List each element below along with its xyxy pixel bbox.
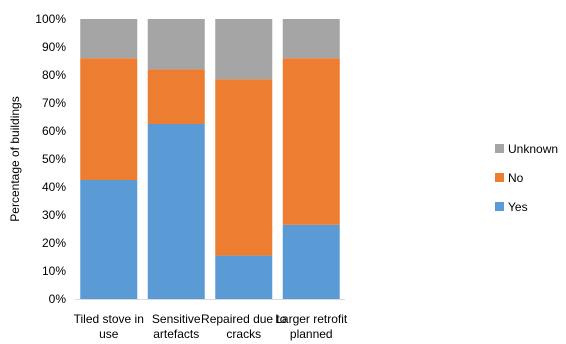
y-tick-label: 10% — [42, 264, 66, 278]
y-tick-label: 30% — [42, 208, 66, 222]
legend-swatch — [495, 173, 504, 182]
x-tick-label: Tiled stove in use — [74, 312, 144, 341]
bar-segment-no — [215, 79, 273, 256]
y-tick-label: 70% — [42, 96, 66, 110]
bar-segment-yes — [80, 180, 138, 299]
bar-segment-no — [80, 58, 138, 181]
legend-label: No — [508, 171, 524, 185]
legend: Unknown No Yes — [495, 142, 558, 214]
legend-item-no: No — [495, 171, 524, 185]
y-tick-label: 20% — [42, 236, 66, 250]
y-tick-label: 80% — [42, 68, 66, 82]
y-tick-label: 50% — [42, 152, 66, 166]
y-tick-label: 100% — [35, 12, 66, 26]
x-tick-label: Sensitive artefacts — [152, 312, 201, 341]
x-axis-labels: Tiled stove in use Sensitive artefactsRepai… — [74, 312, 348, 341]
bar-segment-no — [147, 69, 205, 124]
y-tick-label: 90% — [42, 40, 66, 54]
y-tick-label: 0% — [49, 292, 67, 306]
x-tick-label: Larger retrofit planned — [275, 312, 348, 341]
y-axis-label: Percentage of buildings — [8, 96, 22, 221]
legend-swatch — [495, 144, 504, 153]
bar-segment-unknown — [147, 19, 205, 70]
bar-segment-unknown — [80, 19, 138, 59]
bars — [80, 19, 340, 299]
bar-segment-unknown — [215, 19, 273, 80]
y-tick-label: 60% — [42, 124, 66, 138]
y-axis-ticks: 0% 10% 20% 30% 40% 50% 60% 70% 80% 90% 100% — [35, 12, 66, 306]
bar-segment-yes — [147, 124, 205, 299]
x-tick-label: Repaired due to cracks — [201, 312, 287, 341]
legend-item-yes: Yes — [495, 200, 528, 214]
bar-segment-unknown — [282, 19, 340, 59]
bar-segment-no — [282, 58, 340, 225]
y-tick-label: 40% — [42, 180, 66, 194]
legend-swatch — [495, 202, 504, 211]
bar-segment-yes — [215, 255, 273, 299]
legend-item-unknown: Unknown — [495, 142, 558, 156]
legend-label: Yes — [508, 200, 528, 214]
legend-label: Unknown — [508, 142, 558, 156]
bar-segment-yes — [282, 224, 340, 299]
